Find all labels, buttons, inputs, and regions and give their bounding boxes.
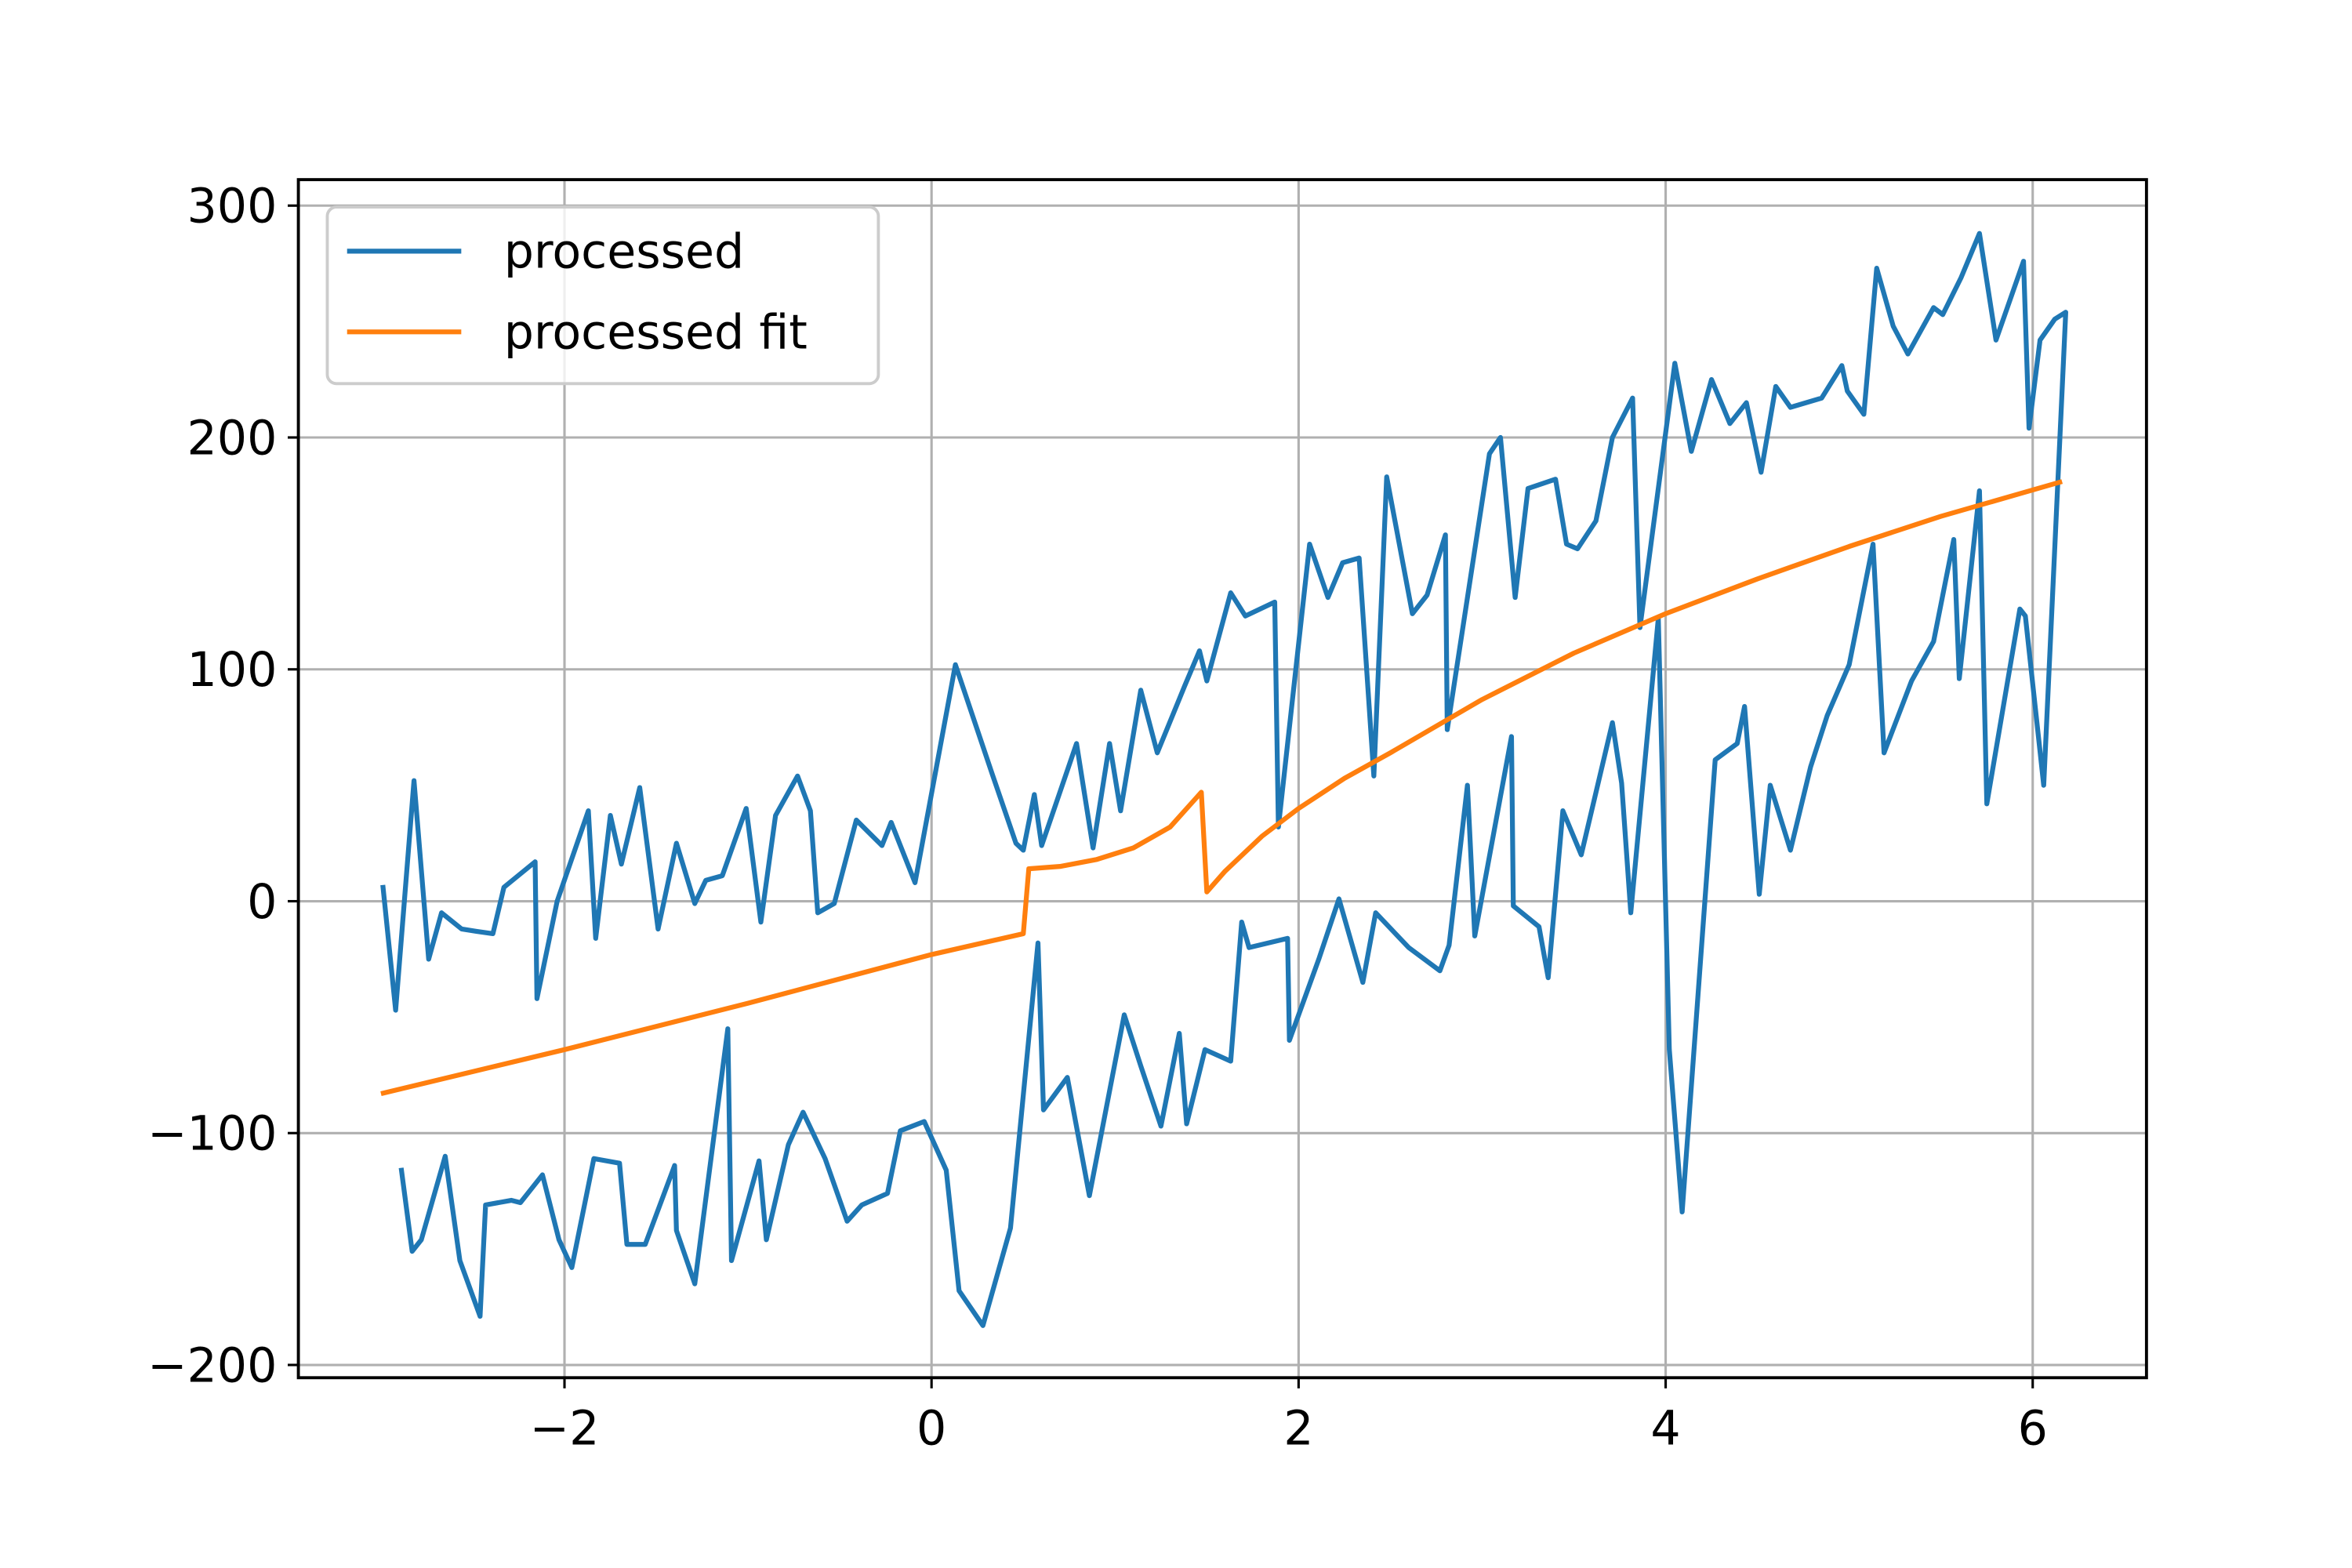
legend-box <box>325 205 880 386</box>
plot-area <box>380 230 2068 1328</box>
x-tick-label: 2 <box>1283 1402 1313 1457</box>
ticks: −2 0 2 4 6 −200 −100 0 100 200 300 <box>147 180 2048 1457</box>
y-tick-label: 0 <box>247 875 277 930</box>
data-line <box>380 230 2068 1328</box>
y-tick-label: −100 <box>147 1107 277 1162</box>
y-tick-label: 100 <box>187 643 278 698</box>
legend-label: processed <box>504 225 745 280</box>
x-tick-label: 6 <box>2018 1402 2048 1457</box>
data-line <box>380 479 2063 1097</box>
axes-frame <box>296 178 2148 1380</box>
y-tick-label: 300 <box>187 180 278 234</box>
legend-label: processed fit <box>504 306 808 361</box>
grid <box>298 180 2147 1378</box>
y-tick-label: −200 <box>147 1338 277 1393</box>
x-tick-label: 0 <box>916 1402 946 1457</box>
y-tick-label: 200 <box>187 411 278 466</box>
legend: processed processed fit <box>325 205 880 386</box>
x-tick-label: 4 <box>1650 1402 1680 1457</box>
x-tick-label: −2 <box>530 1402 600 1457</box>
